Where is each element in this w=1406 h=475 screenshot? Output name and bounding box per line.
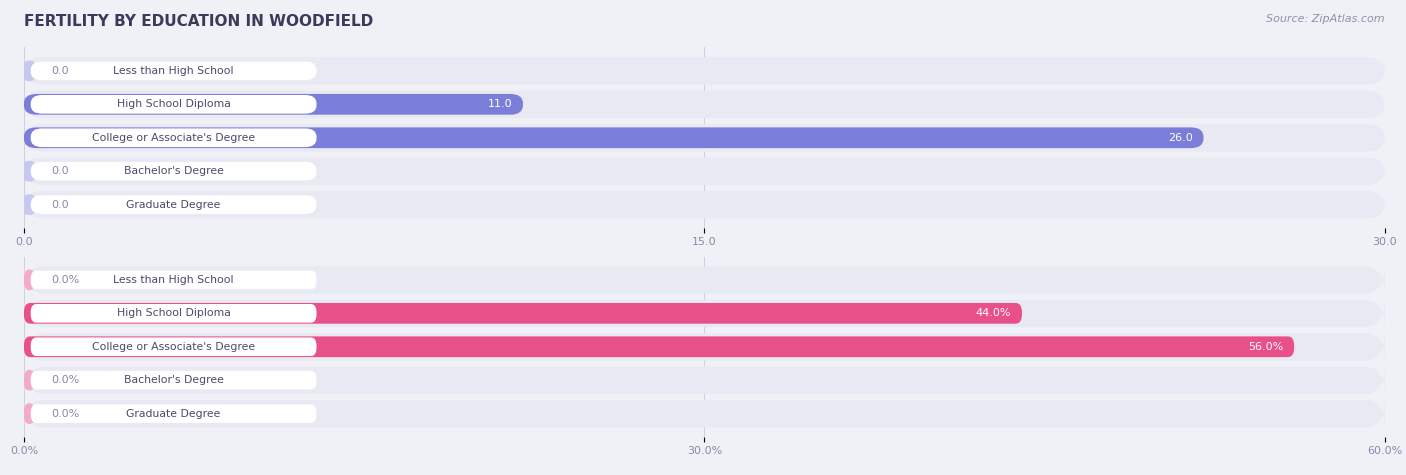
Text: Graduate Degree: Graduate Degree	[127, 200, 221, 209]
FancyBboxPatch shape	[31, 337, 316, 356]
Text: 0.0: 0.0	[51, 166, 69, 176]
FancyBboxPatch shape	[31, 195, 316, 214]
Text: 11.0: 11.0	[488, 99, 512, 109]
FancyBboxPatch shape	[24, 364, 1385, 397]
Text: 56.0%: 56.0%	[1249, 342, 1284, 352]
FancyBboxPatch shape	[31, 271, 316, 289]
Text: Bachelor's Degree: Bachelor's Degree	[124, 375, 224, 385]
FancyBboxPatch shape	[31, 62, 316, 80]
Text: High School Diploma: High School Diploma	[117, 99, 231, 109]
FancyBboxPatch shape	[24, 397, 1385, 430]
FancyBboxPatch shape	[24, 297, 1385, 330]
Text: 44.0%: 44.0%	[976, 308, 1011, 318]
FancyBboxPatch shape	[24, 264, 1385, 296]
FancyBboxPatch shape	[24, 124, 1385, 152]
FancyBboxPatch shape	[24, 403, 35, 424]
Text: Graduate Degree: Graduate Degree	[127, 408, 221, 418]
Text: 0.0%: 0.0%	[51, 375, 79, 385]
FancyBboxPatch shape	[24, 158, 1385, 185]
FancyBboxPatch shape	[31, 95, 316, 114]
Text: College or Associate's Degree: College or Associate's Degree	[91, 133, 254, 143]
Text: High School Diploma: High School Diploma	[117, 308, 231, 318]
FancyBboxPatch shape	[31, 371, 316, 390]
FancyBboxPatch shape	[31, 304, 316, 323]
FancyBboxPatch shape	[24, 303, 1022, 323]
Text: Less than High School: Less than High School	[114, 275, 233, 285]
FancyBboxPatch shape	[24, 91, 1385, 118]
FancyBboxPatch shape	[31, 128, 316, 147]
Text: Less than High School: Less than High School	[114, 66, 233, 76]
FancyBboxPatch shape	[24, 370, 35, 390]
FancyBboxPatch shape	[24, 269, 35, 290]
FancyBboxPatch shape	[24, 191, 1385, 218]
FancyBboxPatch shape	[24, 194, 35, 215]
FancyBboxPatch shape	[24, 57, 1385, 85]
Text: FERTILITY BY EDUCATION IN WOODFIELD: FERTILITY BY EDUCATION IN WOODFIELD	[24, 14, 373, 29]
Text: 0.0%: 0.0%	[51, 408, 79, 418]
FancyBboxPatch shape	[24, 127, 1204, 148]
FancyBboxPatch shape	[31, 162, 316, 180]
Text: Bachelor's Degree: Bachelor's Degree	[124, 166, 224, 176]
Text: 0.0: 0.0	[51, 66, 69, 76]
Text: Source: ZipAtlas.com: Source: ZipAtlas.com	[1267, 14, 1385, 24]
Text: 0.0: 0.0	[51, 200, 69, 209]
FancyBboxPatch shape	[24, 161, 35, 181]
Text: 26.0: 26.0	[1168, 133, 1192, 143]
FancyBboxPatch shape	[31, 404, 316, 423]
FancyBboxPatch shape	[24, 60, 35, 81]
Text: 0.0%: 0.0%	[51, 275, 79, 285]
Text: College or Associate's Degree: College or Associate's Degree	[91, 342, 254, 352]
FancyBboxPatch shape	[24, 331, 1385, 363]
FancyBboxPatch shape	[24, 336, 1294, 357]
FancyBboxPatch shape	[24, 94, 523, 114]
